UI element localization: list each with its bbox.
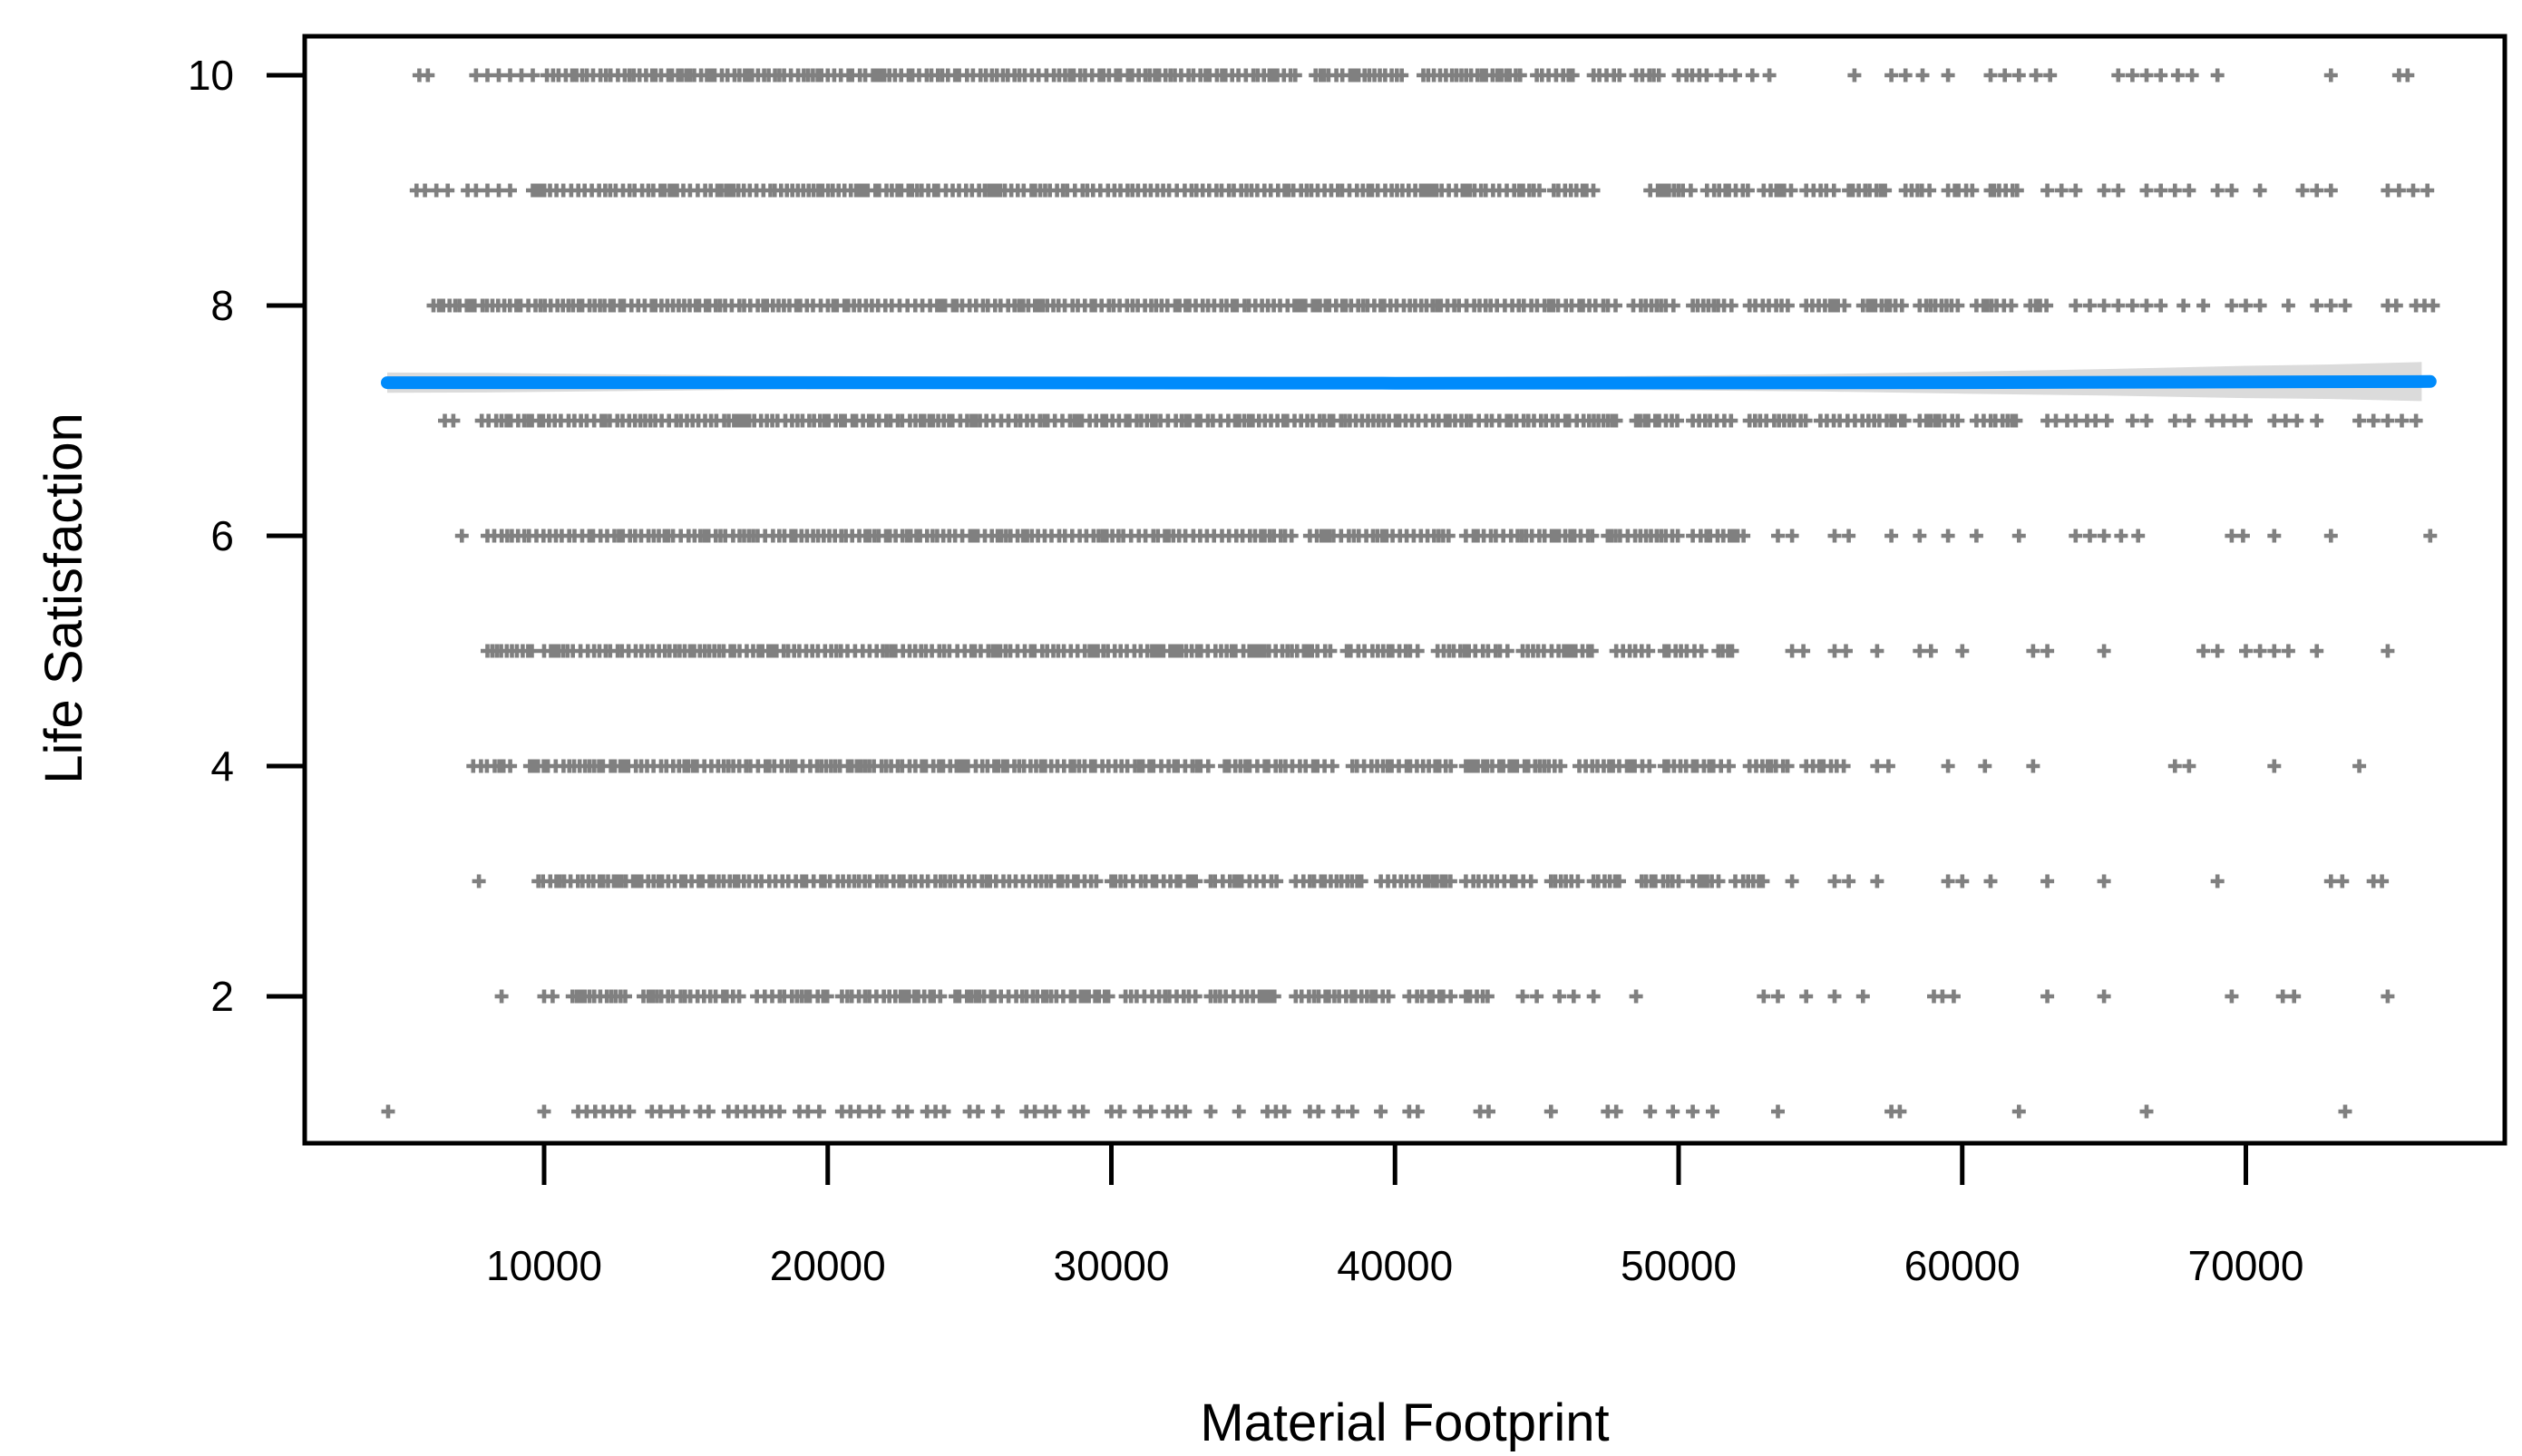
y-tick-label: 6 xyxy=(210,512,234,559)
x-tick-label: 10000 xyxy=(486,1242,602,1289)
y-tick-label: 2 xyxy=(210,973,234,1020)
scatter-band-y6 xyxy=(454,529,2438,543)
y-tick-label: 4 xyxy=(210,743,234,790)
scatter-band-y1 xyxy=(381,1104,2352,1119)
x-tick-label: 40000 xyxy=(1337,1242,1453,1289)
plot-border xyxy=(302,34,2507,1146)
trend-line xyxy=(381,374,2437,390)
axes-layer: 10000 20000 30000 40000 50000 60000 70000 2 4 6 8 1… xyxy=(188,52,2304,1289)
y-tick-label: 10 xyxy=(188,52,234,99)
y-axis-title: Life Satisfaction xyxy=(34,413,93,783)
x-tick-label: 30000 xyxy=(1054,1242,1170,1289)
x-tick-label: 20000 xyxy=(770,1242,886,1289)
scatter-points-layer xyxy=(381,68,2440,1119)
x-tick-label: 50000 xyxy=(1621,1242,1737,1289)
trend-line-layer xyxy=(381,374,2437,390)
scatter-band-y7 xyxy=(438,413,2423,428)
scatter-band-y10 xyxy=(412,68,2415,83)
x-tick-label: 70000 xyxy=(2188,1242,2304,1289)
scatter-band-y3 xyxy=(472,874,2390,888)
x-tick-label: 60000 xyxy=(1904,1242,2021,1289)
scatter-band-y2 xyxy=(494,989,2395,1004)
scatter-band-y4 xyxy=(466,759,2367,773)
scatter-band-y5 xyxy=(481,644,2395,658)
x-axis-title: Material Footprint xyxy=(1200,1393,1609,1452)
scatter-band-y8 xyxy=(426,298,2440,313)
scatter-band-y9 xyxy=(409,183,2435,198)
y-tick-label: 8 xyxy=(210,282,234,329)
